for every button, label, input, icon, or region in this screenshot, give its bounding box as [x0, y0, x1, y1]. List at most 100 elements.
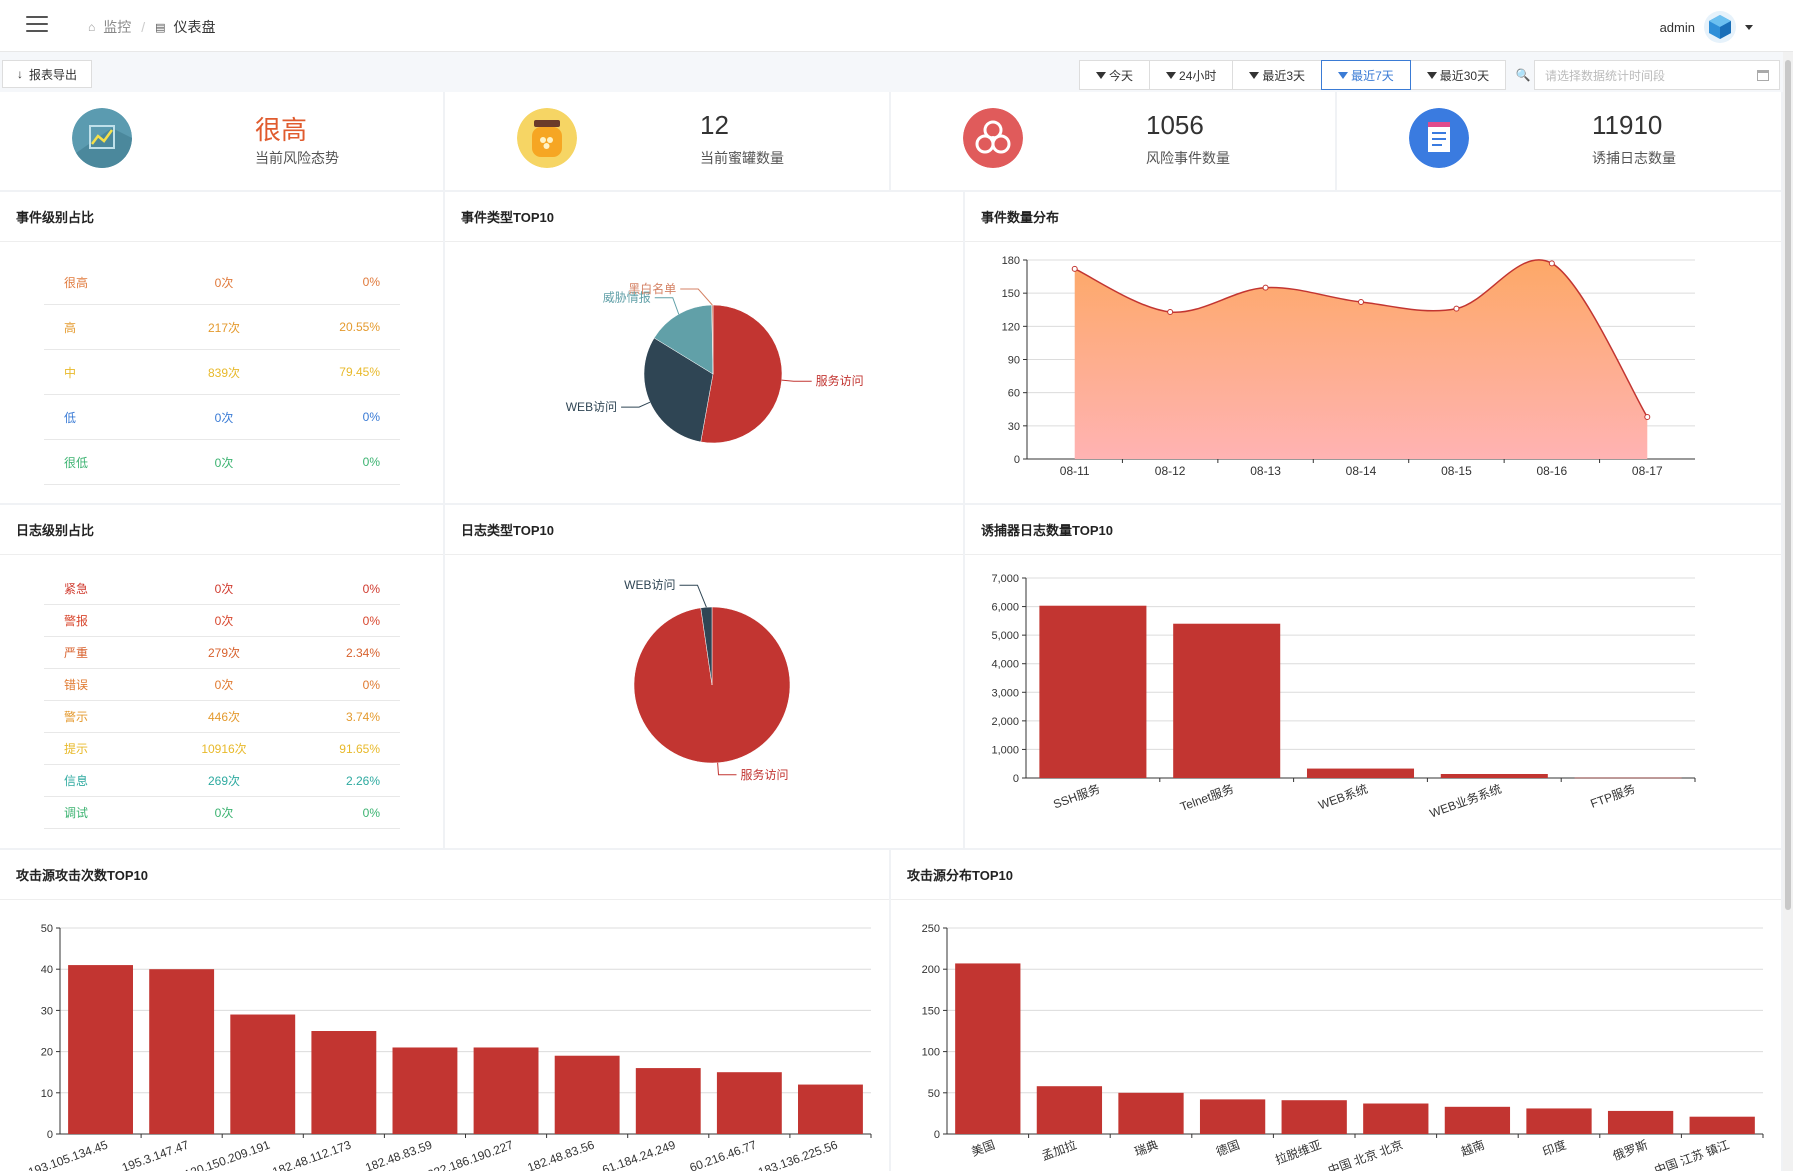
user-name[interactable]: admin	[1659, 19, 1695, 35]
level-pct: 0%	[362, 613, 380, 628]
filter-button[interactable]: 24小时	[1149, 60, 1234, 90]
breadcrumb-home[interactable]: 监控	[103, 19, 132, 35]
bar	[716, 1072, 782, 1134]
pie-label: WEB访问	[624, 578, 675, 592]
x-tick-label: 08-17	[1632, 464, 1663, 478]
home-icon: ⌂	[88, 20, 96, 34]
y-tick-label: 60	[1008, 388, 1020, 400]
level-pct: 91.65%	[339, 741, 380, 756]
filter-label: 24小时	[1179, 68, 1217, 83]
breadcrumb-separator: /	[141, 19, 146, 35]
bar	[1039, 605, 1147, 778]
level-pct: 79.45%	[339, 365, 380, 379]
y-tick-label: 4,000	[991, 659, 1019, 671]
filter-icon	[1426, 71, 1437, 79]
y-tick-label: 1,000	[991, 744, 1019, 756]
filter-button[interactable]: 最近3天	[1232, 60, 1323, 90]
y-tick-label: 150	[922, 1005, 940, 1017]
bar	[1281, 1100, 1347, 1134]
export-report-button[interactable]: ↓ 报表导出	[2, 60, 93, 88]
level-row: 很高 0次 0%	[44, 260, 400, 305]
y-tick-label: 40	[41, 964, 53, 976]
chevron-down-icon[interactable]	[1745, 24, 1753, 30]
page-scrollbar[interactable]	[1783, 52, 1793, 1171]
x-tick-label: 08-11	[1060, 464, 1090, 478]
y-tick-label: 100	[922, 1047, 940, 1059]
x-tick-label: FTP服务	[1588, 781, 1637, 811]
x-tick-label: 印度	[1540, 1137, 1568, 1159]
bar	[1444, 1106, 1511, 1134]
level-pct: 0%	[362, 410, 380, 424]
x-tick-label: WEB业务系统	[1427, 781, 1503, 821]
biohazard-icon	[963, 108, 1023, 168]
level-row: 高 217次 20.55%	[44, 305, 400, 350]
user-avatar-icon[interactable]	[1703, 10, 1737, 44]
pie-label-line	[781, 379, 812, 382]
pie-label-line	[717, 762, 737, 776]
x-tick-label: 俄罗斯	[1611, 1138, 1650, 1163]
top-bar: ⌂ 监控 / ▤ 仪表盘 admin	[0, 0, 1793, 52]
log-level-table: 紧急 0次 0% 警报 0次 0% 严重 279次 2.34% 错误 0次 0% 警示 446次 3.74%…	[44, 573, 400, 829]
x-tick-label: 120.150.209.191	[182, 1138, 272, 1171]
src-dist-bar-chart: 0 50 100 150 200 250 美国 孟加拉 瑞典 德国 拉脱维亚 中国 北京 北京 越南 印度…	[922, 923, 1764, 1171]
level-row: 严重 279次 2.34%	[44, 637, 400, 669]
panel-title: 攻击源分布TOP10	[891, 850, 1781, 900]
x-tick-label: 08-15	[1441, 464, 1472, 478]
stat-card-honeypots: 12 当前蜜罐数量	[445, 92, 889, 190]
level-count: 0次	[214, 614, 234, 628]
level-row: 紧急 0次 0%	[44, 573, 400, 605]
calendar-icon[interactable]	[1757, 69, 1769, 81]
x-tick-label: 孟加拉	[1039, 1137, 1078, 1163]
pie-slice	[653, 304, 714, 375]
y-tick-label: 50	[41, 923, 53, 935]
bar	[1689, 1116, 1755, 1134]
y-tick-label: 50	[928, 1088, 940, 1100]
y-tick-label: 0	[934, 1129, 940, 1141]
stat-value: 11910	[1592, 110, 1663, 140]
filter-button[interactable]: 最近7天	[1321, 60, 1411, 90]
x-tick-label: 182.48.112.173	[271, 1138, 354, 1171]
level-level: 错误	[64, 678, 89, 692]
data-point	[1453, 305, 1460, 312]
panel-title: 诱捕器日志数量TOP10	[965, 505, 1781, 555]
stat-label: 当前蜜罐数量	[700, 150, 784, 166]
log-document-icon	[1409, 108, 1469, 168]
bar	[1173, 623, 1281, 778]
bar	[68, 965, 133, 1134]
stat-value: 1056	[1146, 110, 1204, 140]
stat-value: 很高	[255, 115, 308, 145]
y-tick-label: 180	[1002, 255, 1020, 267]
y-tick-label: 0	[1013, 773, 1019, 785]
x-tick-label: 61.184.24.249	[600, 1138, 677, 1171]
data-point	[1548, 260, 1555, 267]
honey-jar-icon	[517, 108, 577, 168]
level-level: 紧急	[64, 582, 89, 596]
filter-icon	[1338, 71, 1349, 79]
x-tick-label: 60.216.46.77	[688, 1138, 759, 1171]
bar	[311, 1031, 377, 1134]
menu-toggle-icon[interactable]	[26, 16, 48, 34]
src-count-bar-chart: 0 10 20 30 40 50 193.105.134.45 195.3.147.47120…	[26, 923, 872, 1171]
log-type-panel: 日志类型TOP10 服务访问 WEB访问	[445, 505, 963, 848]
user-menu[interactable]: admin	[1660, 10, 1753, 44]
level-level: 警报	[64, 614, 89, 628]
bar	[554, 1055, 620, 1134]
scrollbar-thumb[interactable]	[1785, 60, 1791, 910]
date-range-picker[interactable]: 🔍 请选择数据统计时间段	[1512, 60, 1780, 90]
y-tick-label: 20	[41, 1047, 53, 1059]
bar	[1036, 1086, 1103, 1134]
x-tick-label: 瑞典	[1133, 1138, 1160, 1159]
filter-button[interactable]: 最近30天	[1409, 60, 1507, 90]
pie-label: 服务访问	[740, 767, 788, 782]
level-count: 0次	[214, 582, 234, 596]
date-range-input[interactable]: 请选择数据统计时间段	[1534, 60, 1780, 90]
bar	[1199, 1099, 1266, 1134]
time-filter-group: 今天 24小时 最近3天 最近7天 最近30天	[1079, 60, 1507, 90]
filter-button[interactable]: 今天	[1079, 60, 1151, 90]
y-tick-label: 0	[47, 1129, 53, 1141]
y-tick-label: 30	[1008, 421, 1020, 433]
trap-log-bar-chart: 0 1,000 2,000 3,000 4,000 5,000 6,000 7,000 SSH服…	[991, 573, 1696, 821]
level-count: 279次	[207, 646, 241, 660]
panel-title: 攻击源攻击次数TOP10	[0, 850, 889, 900]
bar	[149, 969, 215, 1134]
